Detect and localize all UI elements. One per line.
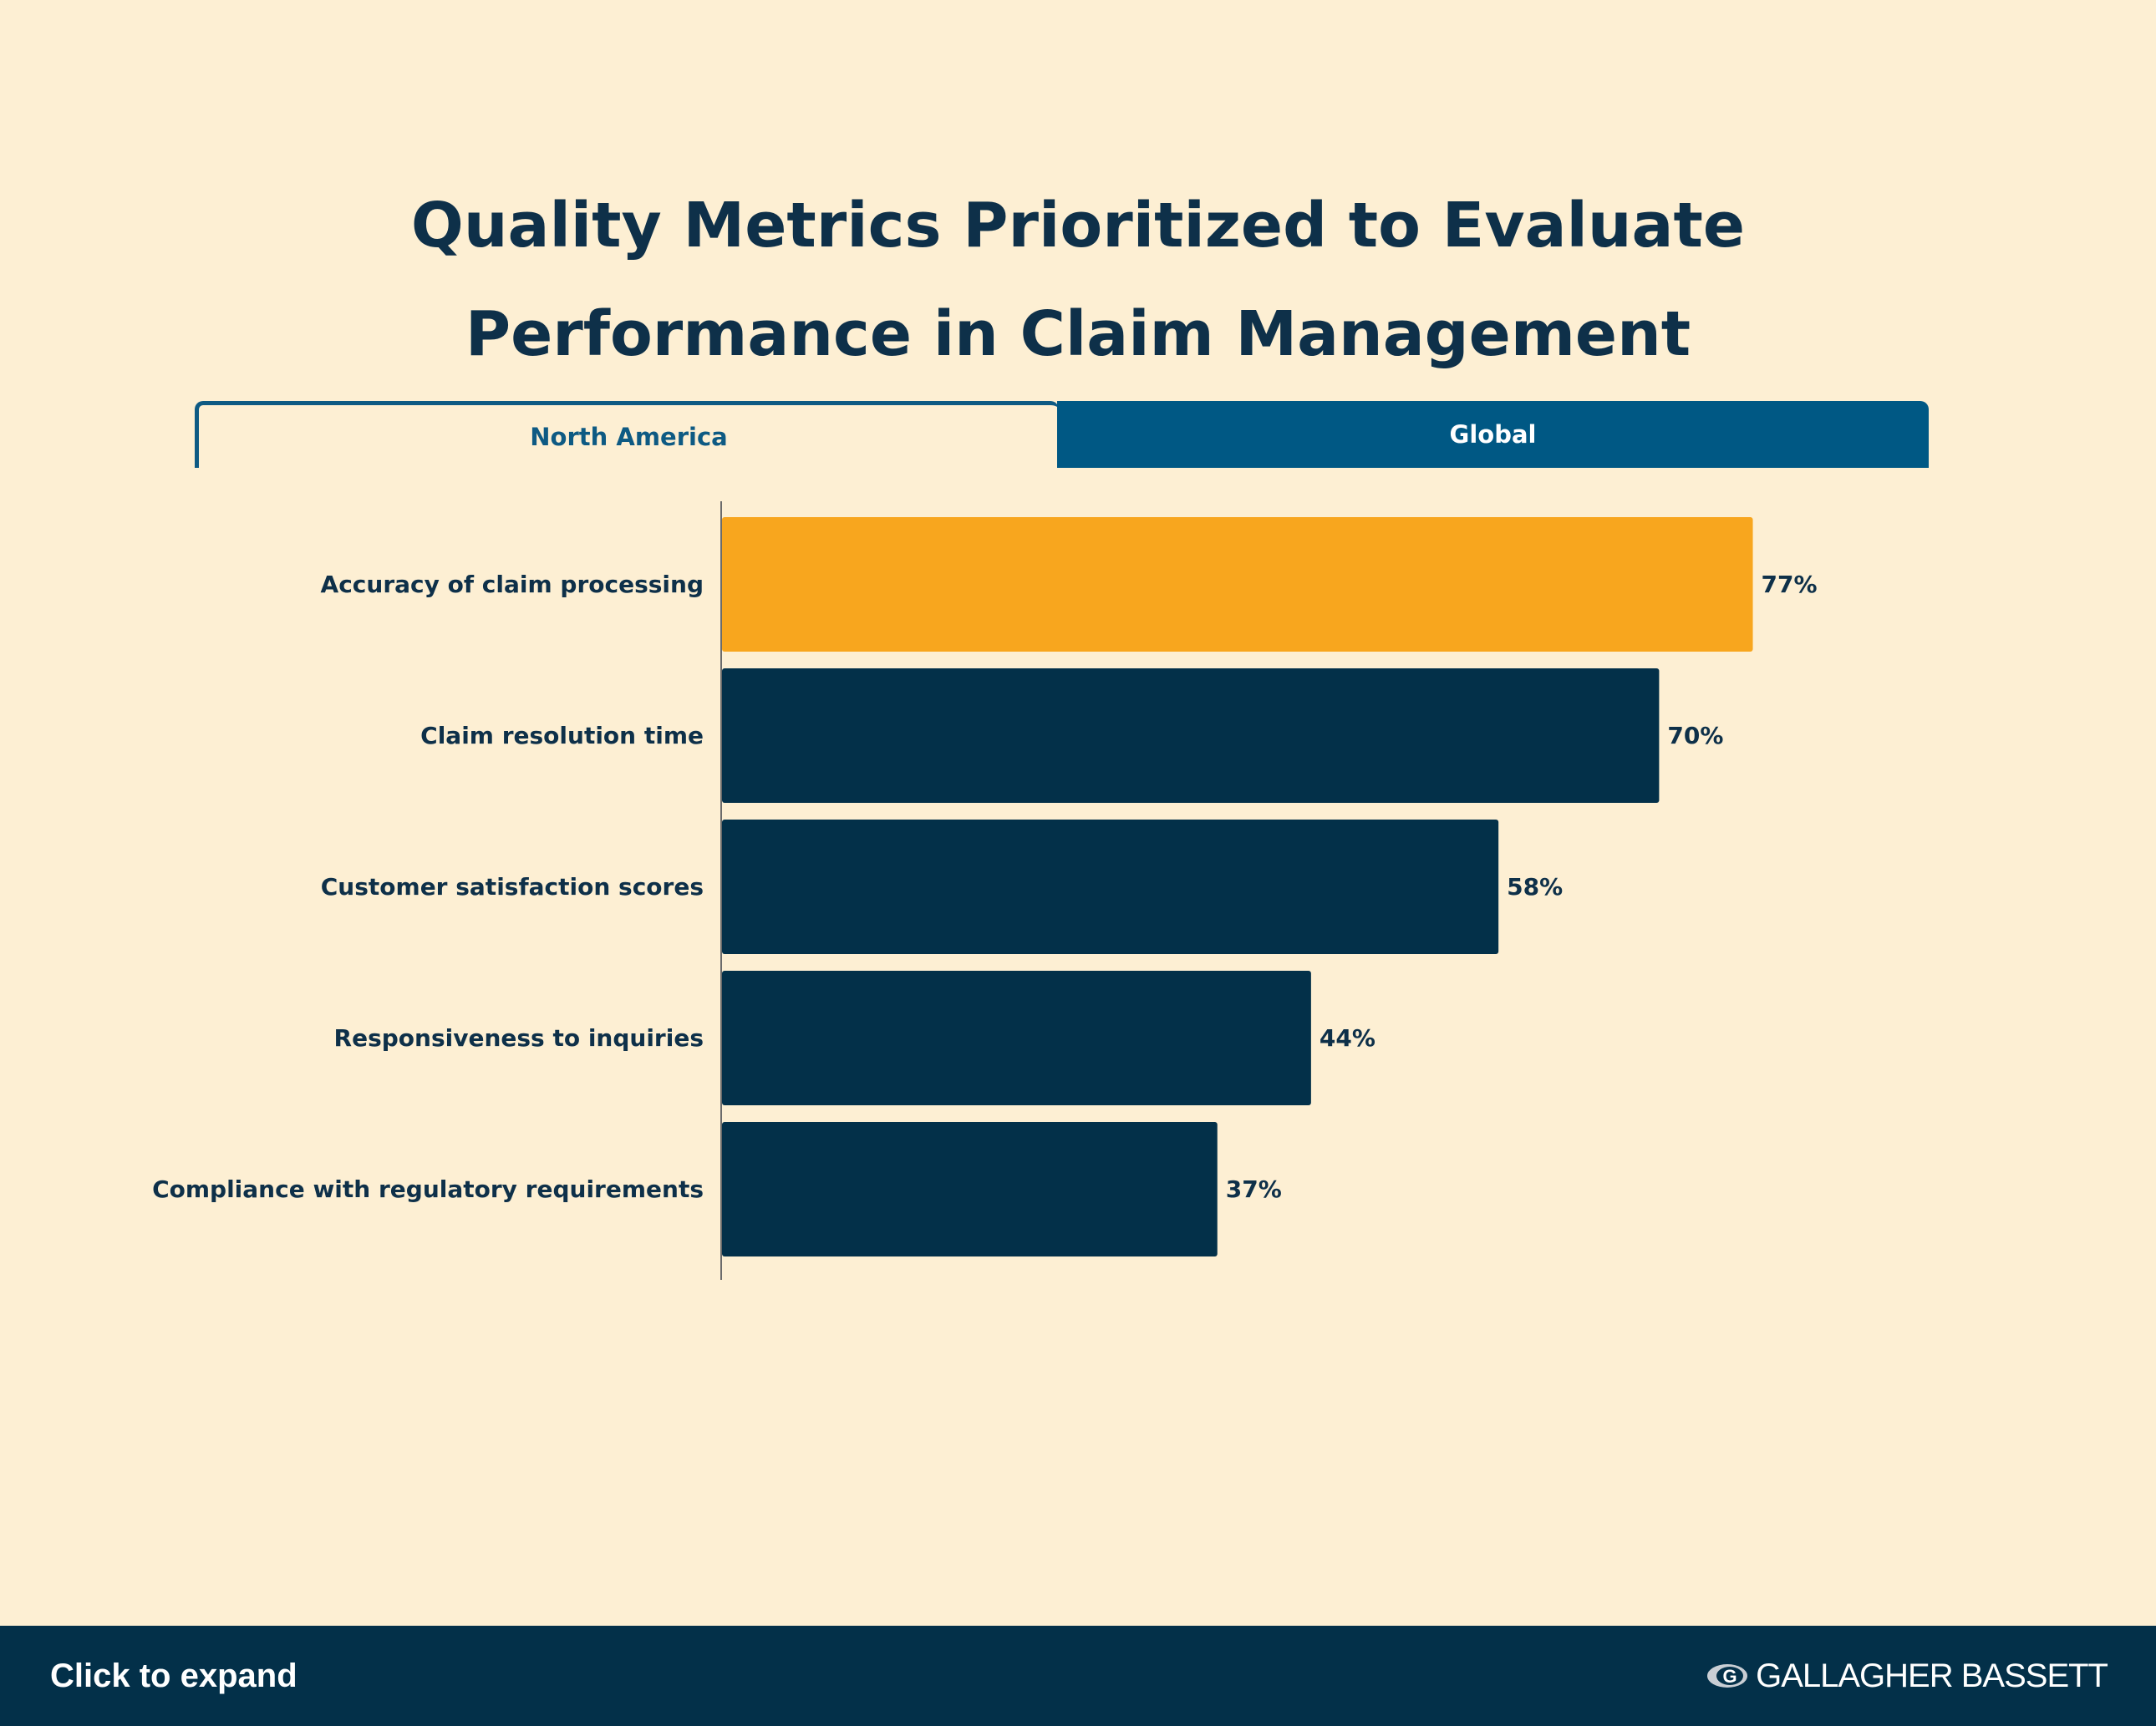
bar-chart: Accuracy of claim processing 77% Claim res… (152, 501, 1818, 1280)
category-label: Customer satisfaction scores (321, 873, 704, 901)
value-label: 70% (1667, 722, 1723, 749)
value-label: 44% (1320, 1024, 1375, 1052)
chart-title-line-2: Performance in Claim Management (465, 298, 1691, 370)
value-label: 37% (1226, 1175, 1282, 1203)
bar (722, 820, 1499, 954)
bar (722, 1122, 1218, 1256)
value-label: 77% (1762, 571, 1818, 598)
bar (722, 971, 1311, 1105)
g-globe-icon: G (1707, 1664, 1748, 1688)
value-label: 58% (1507, 873, 1563, 901)
click-to-expand-button[interactable]: Click to expand (50, 1657, 297, 1694)
bar (722, 668, 1660, 803)
chart-title: Quality Metrics Prioritized to Evaluate … (0, 171, 2156, 388)
category-label: Accuracy of claim processing (321, 571, 704, 598)
brand-logo: G GALLAGHER BASSETT (1706, 1626, 2108, 1726)
svg-text:G: G (1723, 1666, 1737, 1687)
tab-north-america[interactable]: North America (195, 401, 1059, 468)
tab-global[interactable]: Global (1057, 401, 1929, 468)
region-tabs: North America Global (195, 401, 1929, 468)
brand-logo-text: GALLAGHER BASSETT (1756, 1657, 2108, 1694)
footer-bar: Click to expand G GALLAGHER BASSETT (0, 1626, 2156, 1726)
category-label: Compliance with regulatory requirements (152, 1175, 704, 1203)
category-label: Claim resolution time (420, 722, 704, 749)
category-label: Responsiveness to inquiries (334, 1024, 704, 1052)
chart-title-line-1: Quality Metrics Prioritized to Evaluate (410, 190, 1746, 261)
bar (722, 517, 1753, 652)
